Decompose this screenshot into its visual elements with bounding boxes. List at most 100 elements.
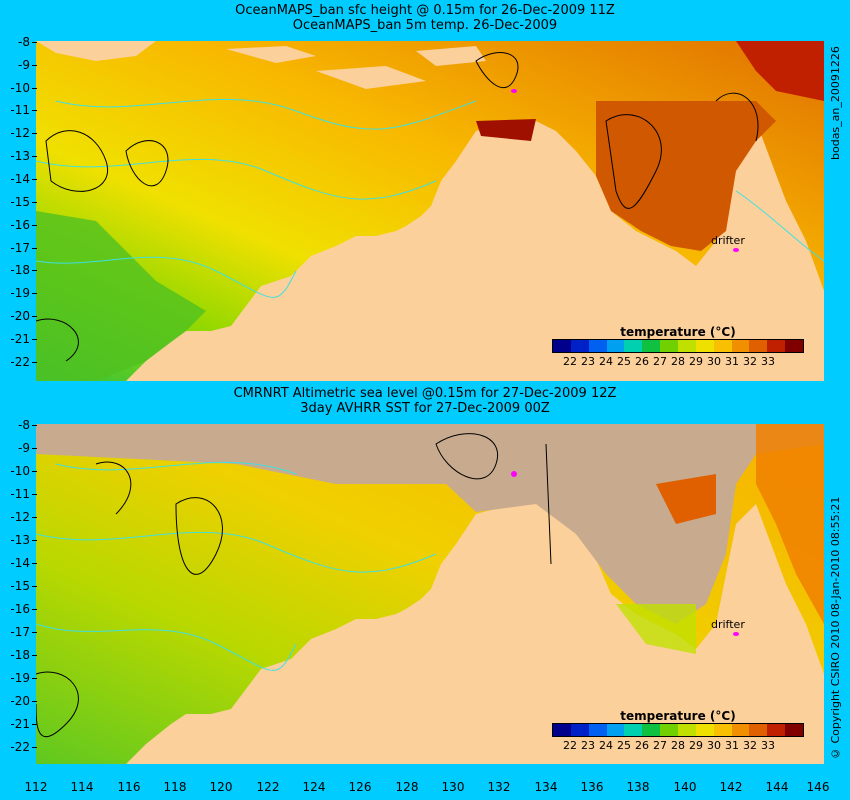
top-north-warm [736,41,824,101]
top-map-panel [36,41,824,381]
bottom-drifter-mark [511,471,517,477]
legend-tick: 28 [671,739,685,752]
top-cyan-contours [36,98,824,298]
legend-swatch [553,340,571,352]
top-drifter-label: drifter [711,234,745,247]
x-tick: 146 [806,780,830,794]
top-legend: temperature (°C) 22 23 24 25 26 27 28 29… [552,325,804,368]
legend-tick: 26 [635,739,649,752]
bottom-gulf-patch [656,474,716,524]
legend-tick: 30 [707,739,721,752]
top-island-1 [36,41,156,61]
x-tick: 132 [487,780,511,794]
legend-tick: 32 [743,355,757,368]
bottom-y-tick: -22 [4,741,37,753]
top-y-tick: -12 [4,127,37,139]
top-legend-title: temperature (°C) [620,325,736,339]
x-tick: 112 [24,780,48,794]
x-tick: 142 [719,780,743,794]
bottom-y-tick: -16 [4,603,37,615]
legend-tick: 31 [725,739,739,752]
x-tick: 144 [765,780,789,794]
legend-tick: 23 [581,739,595,752]
legend-swatch [678,340,696,352]
bottom-y-tick: -12 [4,511,37,523]
top-drifter-mark [511,89,517,93]
legend-swatch [785,340,804,352]
bottom-y-tick: -11 [4,488,37,500]
legend-swatch [695,724,714,736]
legend-swatch [713,724,732,736]
legend-tick: 30 [707,355,721,368]
top-side-label: bodas_an_20091226 [829,46,842,160]
legend-swatch [606,340,625,352]
top-coastal-hot [476,119,536,141]
top-y-tick: -13 [4,150,37,162]
bottom-y-tick: -19 [4,672,37,684]
bottom-y-tick: -20 [4,695,37,707]
legend-tick: 24 [599,355,613,368]
legend-tick: 29 [689,355,703,368]
top-gulf-warm [596,101,776,251]
top-y-tick: -11 [4,104,37,116]
x-tick: 138 [626,780,650,794]
legend-tick: 22 [563,739,577,752]
legend-swatch [570,724,589,736]
x-tick: 134 [534,780,558,794]
legend-swatch [660,724,679,736]
x-tick: 114 [70,780,94,794]
bottom-legend-colorbar [552,723,804,737]
bottom-black-contours [36,433,552,738]
legend-swatch [624,340,643,352]
top-y-tick: -22 [4,356,37,368]
legend-swatch [624,724,643,736]
top-y-tick: -9 [4,59,37,71]
top-y-tick: -15 [4,196,37,208]
legend-tick: 23 [581,355,595,368]
bottom-legend-labels: 22 23 24 25 26 27 28 29 30 31 32 33 [552,737,804,752]
bottom-y-tick: -9 [4,442,37,454]
legend-tick: 25 [617,739,631,752]
top-y-tick: -20 [4,310,37,322]
bottom-drifter-label: drifter [711,618,745,631]
bottom-cyan-contours [36,461,437,671]
x-tick: 128 [395,780,419,794]
top-title-line2: OceanMAPS_ban 5m temp. 26-Dec-2009 [292,18,558,33]
bottom-y-tick: -8 [4,419,37,431]
bottom-legend: temperature (°C) 22 23 24 25 26 27 28 29… [552,709,804,752]
top-y-tick: -17 [4,242,37,254]
x-tick: 124 [302,780,326,794]
legend-swatch [606,724,625,736]
top-y-tick: -10 [4,82,37,94]
legend-tick: 27 [653,739,667,752]
top-y-tick: -16 [4,219,37,231]
legend-tick: 33 [761,739,775,752]
bottom-map-graphic [36,424,824,764]
bottom-y-tick: -15 [4,580,37,592]
top-y-tick: -8 [4,36,37,48]
legend-swatch [642,724,661,736]
x-tick: 118 [163,780,187,794]
legend-tick: 26 [635,355,649,368]
x-tick: 122 [256,780,280,794]
x-tick: 140 [673,780,697,794]
legend-swatch [642,340,661,352]
legend-swatch [767,724,786,736]
top-map-graphic [36,41,824,381]
x-tick: 136 [580,780,604,794]
legend-swatch [553,724,571,736]
top-y-tick: -19 [4,287,37,299]
legend-swatch [713,340,732,352]
legend-tick: 22 [563,355,577,368]
x-tick: 120 [209,780,233,794]
bottom-map-panel [36,424,824,764]
bottom-gulf-south [616,604,696,654]
x-tick: 116 [117,780,141,794]
legend-swatch [570,340,589,352]
top-y-tick: -18 [4,264,37,276]
legend-swatch [731,340,750,352]
bottom-side-label: © Copyright CSIRO 2010 08-Jan-2010 08:55… [829,496,842,760]
bottom-drifter-mark-2 [733,632,739,636]
legend-swatch [660,340,679,352]
top-drifter-mark-2 [733,248,739,252]
